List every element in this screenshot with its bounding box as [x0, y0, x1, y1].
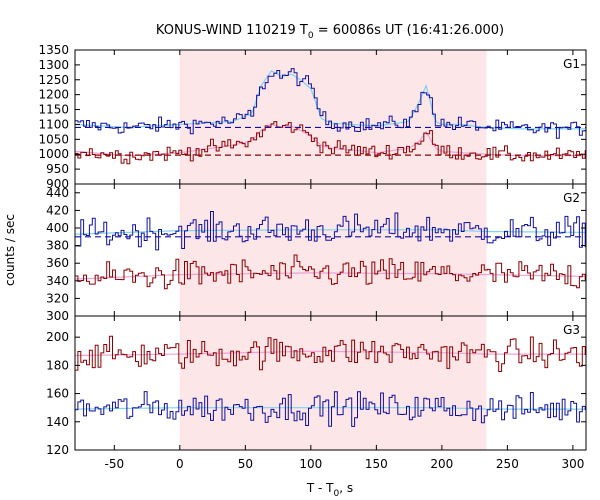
- y-tick-label: 400: [46, 221, 69, 235]
- y-tick-label: 1050: [38, 132, 69, 146]
- panel-frame: [74, 315, 587, 451]
- y-tick-label: 900: [46, 177, 69, 191]
- y-tick-label: 180: [46, 358, 69, 372]
- shaded-interval: [179, 50, 487, 184]
- y-axis-label: counts / sec: [3, 214, 17, 286]
- y-tick-label: 1100: [38, 117, 69, 131]
- y-tick-label: 300: [46, 309, 69, 323]
- fit-curve-blue: [74, 229, 586, 235]
- fit-curve-blue: [74, 70, 586, 130]
- x-tick-label: 300: [561, 457, 584, 471]
- series-red: [75, 335, 586, 372]
- series-blue: [75, 391, 586, 427]
- y-tick-label: 380: [46, 239, 69, 253]
- y-tick-label: 1300: [38, 58, 69, 72]
- y-tick-label: 160: [46, 387, 69, 401]
- series-blue: [75, 68, 586, 139]
- series-red: [75, 121, 586, 165]
- fit-curve-red: [75, 350, 586, 357]
- chart-title: KONUS-WIND 110219 T0 = 60086s UT (16:41:…: [156, 23, 504, 41]
- x-tick-label: 0: [176, 457, 184, 471]
- x-tick-label: 150: [365, 457, 388, 471]
- panel-label: G2: [563, 191, 580, 205]
- x-axis-label: T - T0, s: [306, 481, 353, 499]
- y-tick-label: 420: [46, 203, 69, 217]
- x-tick-label: 200: [430, 457, 453, 471]
- series-blue: [75, 211, 586, 251]
- y-tick-label: 340: [46, 274, 69, 288]
- x-tick-label: 50: [238, 457, 253, 471]
- shaded-interval: [179, 184, 487, 316]
- panel-g3: 120 140 160 180 200 G3: [46, 315, 587, 457]
- x-tick-label: -50: [105, 457, 125, 471]
- y-tick-label: 140: [46, 415, 69, 429]
- y-tick-label: 440: [46, 186, 69, 200]
- y-tick-label: 360: [46, 256, 69, 270]
- y-tick-label: 200: [46, 330, 69, 344]
- series-red: [75, 254, 586, 290]
- y-tick-label: 1250: [38, 73, 69, 87]
- y-tick-label: 120: [46, 443, 69, 457]
- panel-g2: 300 320 340 360 380 400 420 440 G2: [46, 183, 587, 323]
- shaded-interval: [179, 316, 487, 450]
- x-tick-label: 100: [299, 457, 322, 471]
- x-tick-label: 250: [496, 457, 519, 471]
- panel-label: G3: [563, 323, 580, 337]
- y-tick-label: 1350: [38, 43, 69, 57]
- y-tick-label: 320: [46, 291, 69, 305]
- fit-curve-blue: [75, 407, 586, 410]
- panel-label: G1: [563, 57, 580, 71]
- fit-curve-red: [74, 272, 586, 280]
- y-tick-label: 1200: [38, 88, 69, 102]
- plot-area: 90095010001050110011501200125013001350G1…: [38, 43, 587, 471]
- y-tick-label: 1150: [38, 103, 69, 117]
- y-tick-label: 950: [46, 162, 69, 176]
- y-tick-label: 1000: [38, 147, 69, 161]
